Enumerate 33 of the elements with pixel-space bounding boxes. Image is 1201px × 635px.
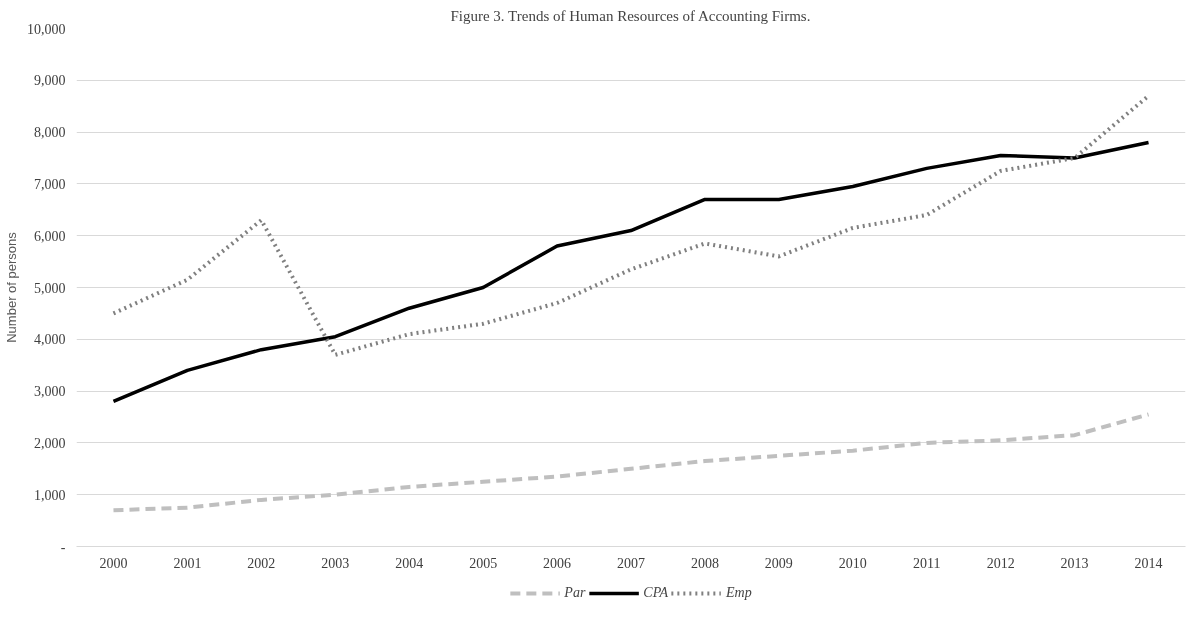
y-tick-label: 3,000 bbox=[34, 384, 66, 400]
y-tick-label: 6,000 bbox=[34, 228, 66, 244]
y-tick-label: 5,000 bbox=[34, 280, 66, 296]
y-tick-label: 8,000 bbox=[34, 125, 66, 141]
x-tick-label: 2008 bbox=[690, 555, 719, 571]
y-axis-title: Number of persons bbox=[4, 231, 19, 343]
y-tick-label: - bbox=[60, 539, 66, 555]
x-tick-label: 2013 bbox=[1060, 555, 1089, 571]
x-tick-label: 2003 bbox=[321, 555, 350, 571]
x-tick-label: 2011 bbox=[912, 555, 941, 571]
legend-label: CPA bbox=[643, 584, 668, 601]
x-tick-label: 2001 bbox=[173, 555, 202, 571]
x-tick-label: 2014 bbox=[1134, 555, 1163, 571]
x-tick-label: 2000 bbox=[99, 555, 128, 571]
x-tick-label: 2012 bbox=[986, 555, 1015, 571]
line-series bbox=[111, 412, 1151, 513]
x-tick-label: 2005 bbox=[469, 555, 498, 571]
x-tick-label: 2009 bbox=[764, 555, 793, 571]
line-series bbox=[111, 140, 1151, 404]
chart-title: Figure 3. Trends of Human Resources of Accounting Firms. bbox=[450, 7, 811, 24]
y-tick-label: 2,000 bbox=[34, 435, 66, 451]
legend-label: Par bbox=[564, 584, 586, 601]
y-tick-label: 9,000 bbox=[34, 73, 66, 89]
x-tick-label: 2010 bbox=[838, 555, 867, 571]
x-tick-label: 2002 bbox=[247, 555, 276, 571]
y-tick-label: 7,000 bbox=[34, 176, 66, 192]
y-tick-label: 4,000 bbox=[34, 332, 66, 348]
y-tick-label: 1,000 bbox=[34, 487, 66, 503]
x-tick-label: 2004 bbox=[395, 555, 424, 571]
x-tick-label: 2006 bbox=[543, 555, 572, 571]
x-tick-label: 2007 bbox=[617, 555, 645, 571]
y-tick-label: 10,000 bbox=[27, 21, 66, 37]
legend-label: Emp bbox=[725, 584, 752, 601]
